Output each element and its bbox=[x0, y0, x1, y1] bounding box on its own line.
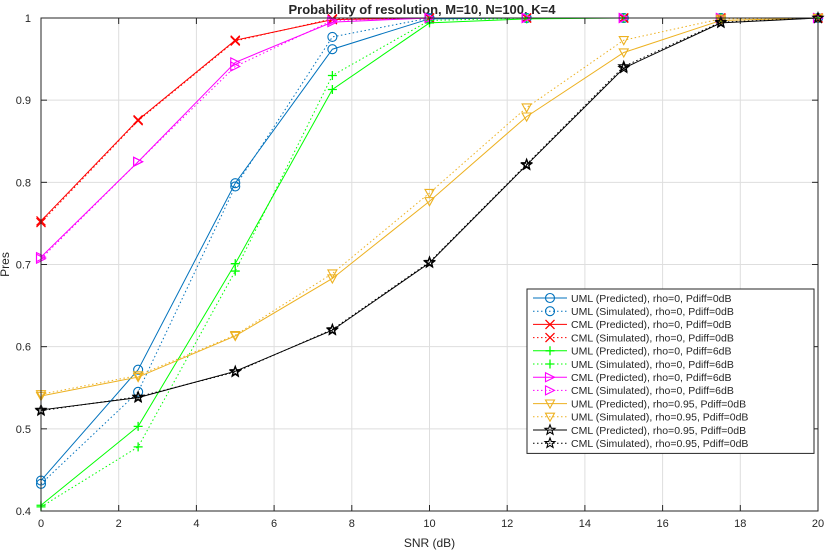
data-point bbox=[715, 14, 727, 25]
legend-entry: CML (Predicted), rho=0, Pdiff=0dB bbox=[533, 319, 732, 331]
data-point bbox=[327, 84, 337, 94]
x-tick-label: 16 bbox=[656, 518, 668, 530]
data-point bbox=[133, 442, 143, 452]
data-point bbox=[618, 36, 630, 46]
y-tick-label: 0.4 bbox=[16, 506, 31, 518]
chart-title: Probability of resolution, M=10, N=100, … bbox=[289, 2, 557, 17]
legend-entry: CML (Predicted), rho=0, Pdiff=6dB bbox=[533, 371, 732, 384]
x-tick-label: 0 bbox=[38, 518, 44, 530]
legend-label: UML (Simulated), rho=0, Pdiff=0dB bbox=[571, 306, 734, 318]
y-tick-label: 1 bbox=[25, 13, 31, 25]
legend-marker bbox=[543, 423, 557, 436]
x-axis-label: SNR (dB) bbox=[404, 536, 455, 550]
data-point bbox=[520, 157, 534, 170]
legend-entry: UML (Predicted), rho=0, Pdiff=6dB bbox=[533, 346, 732, 358]
axes: 0 2 4 6 8 10 12 14 16 18 20 0.4 0.5 0.6 0.7 0.8 0.9 1 bbox=[16, 13, 824, 530]
data-point bbox=[228, 365, 242, 378]
data-point bbox=[133, 364, 144, 375]
y-tick-label: 0.5 bbox=[16, 424, 31, 436]
data-point bbox=[326, 274, 338, 285]
legend-marker bbox=[544, 412, 556, 423]
legend-marker bbox=[545, 346, 555, 356]
data-point bbox=[714, 15, 728, 28]
legend-entry: CML (Simulated), rho=0, Pdiff=0dB bbox=[533, 332, 734, 344]
x-tick-label: 12 bbox=[501, 518, 513, 530]
legend-label: CML (Simulated), rho=0, Pdiff=6dB bbox=[571, 385, 734, 397]
legend-entry: CML (Simulated), rho=0.95, Pdiff=0dB bbox=[533, 436, 748, 450]
legend-label: CML (Simulated), rho=0, Pdiff=0dB bbox=[571, 332, 734, 344]
legend-marker bbox=[544, 292, 556, 304]
data-point bbox=[230, 61, 241, 72]
series-line bbox=[40, 17, 819, 397]
data-point bbox=[424, 188, 435, 199]
legend-entry: UML (Predicted), rho=0.95, Pdiff=0dB bbox=[533, 398, 746, 410]
legend-entry: UML (Predicted), rho=0, Pdiff=0dB bbox=[533, 293, 732, 305]
legend-entry: CML (Simulated), rho=0, Pdiff=6dB bbox=[533, 385, 734, 397]
legend-marker bbox=[545, 359, 555, 369]
legend-box bbox=[526, 288, 815, 454]
series-line bbox=[40, 17, 819, 411]
data-point bbox=[617, 59, 631, 72]
data-point bbox=[132, 371, 144, 382]
y-tick-label: 0.9 bbox=[16, 95, 31, 107]
y-tick-label: 0.7 bbox=[16, 260, 31, 272]
legend-entry: UML (Simulated), rho=0.95, Pdiff=0dB bbox=[533, 412, 748, 424]
series-line bbox=[40, 17, 819, 412]
legend-entry: CML (Predicted), rho=0.95, Pdiff=0dB bbox=[533, 423, 746, 437]
legend-label: CML (Simulated), rho=0.95, Pdiff=0dB bbox=[571, 438, 748, 450]
data-point bbox=[327, 71, 337, 81]
legend-marker bbox=[545, 319, 555, 330]
legend-label: UML (Predicted), rho=0, Pdiff=0dB bbox=[571, 293, 732, 305]
data-point bbox=[133, 156, 144, 168]
data-point bbox=[133, 421, 143, 431]
data-point bbox=[230, 36, 241, 46]
data-point bbox=[230, 266, 240, 276]
data-point bbox=[325, 322, 339, 335]
x-tick-label: 20 bbox=[812, 518, 824, 530]
data-point bbox=[230, 181, 241, 192]
data-point bbox=[618, 48, 630, 59]
data-point bbox=[133, 115, 144, 126]
legend-label: CML (Predicted), rho=0, Pdiff=6dB bbox=[571, 372, 732, 384]
legend-marker bbox=[544, 371, 556, 383]
legend-label: UML (Predicted), rho=0.95, Pdiff=0dB bbox=[571, 398, 746, 410]
x-tick-label: 18 bbox=[734, 518, 746, 530]
data-point bbox=[132, 372, 144, 383]
x-tick-label: 4 bbox=[193, 518, 199, 530]
x-tick-label: 8 bbox=[349, 518, 355, 530]
legend-marker bbox=[543, 436, 557, 449]
data-point bbox=[229, 331, 241, 341]
legend-label: CML (Predicted), rho=0, Pdiff=0dB bbox=[571, 319, 732, 331]
data-point bbox=[131, 390, 145, 403]
legend-label: UML (Simulated), rho=0.95, Pdiff=0dB bbox=[571, 412, 748, 424]
legend-marker bbox=[544, 385, 556, 396]
legend-entry: UML (Simulated), rho=0, Pdiff=0dB bbox=[533, 306, 734, 318]
legend-marker bbox=[545, 332, 555, 343]
data-point bbox=[521, 103, 533, 114]
y-tick-label: 0.6 bbox=[16, 342, 31, 354]
legend-entry: UML (Simulated), rho=0, Pdiff=6dB bbox=[533, 359, 734, 371]
data-point bbox=[327, 44, 338, 55]
data-point bbox=[228, 364, 242, 377]
x-tick-label: 10 bbox=[423, 518, 435, 530]
data-point bbox=[326, 269, 338, 280]
data-point bbox=[133, 386, 144, 397]
y-axis-label: Pres bbox=[0, 252, 12, 277]
x-tick-label: 6 bbox=[271, 518, 277, 530]
legend-label: CML (Predicted), rho=0.95, Pdiff=0dB bbox=[571, 425, 746, 437]
legend-marker bbox=[544, 306, 556, 317]
data-point bbox=[327, 31, 338, 42]
data-point bbox=[423, 255, 436, 268]
legend-marker bbox=[544, 399, 556, 410]
y-tick-label: 0.8 bbox=[16, 177, 31, 189]
x-tick-label: 14 bbox=[579, 518, 591, 530]
legend-label: UML (Predicted), rho=0, Pdiff=6dB bbox=[571, 346, 732, 358]
data-point bbox=[230, 178, 241, 189]
x-tick-label: 2 bbox=[116, 518, 122, 530]
legend-label: UML (Simulated), rho=0, Pdiff=6dB bbox=[571, 359, 734, 371]
series-line bbox=[40, 17, 819, 395]
